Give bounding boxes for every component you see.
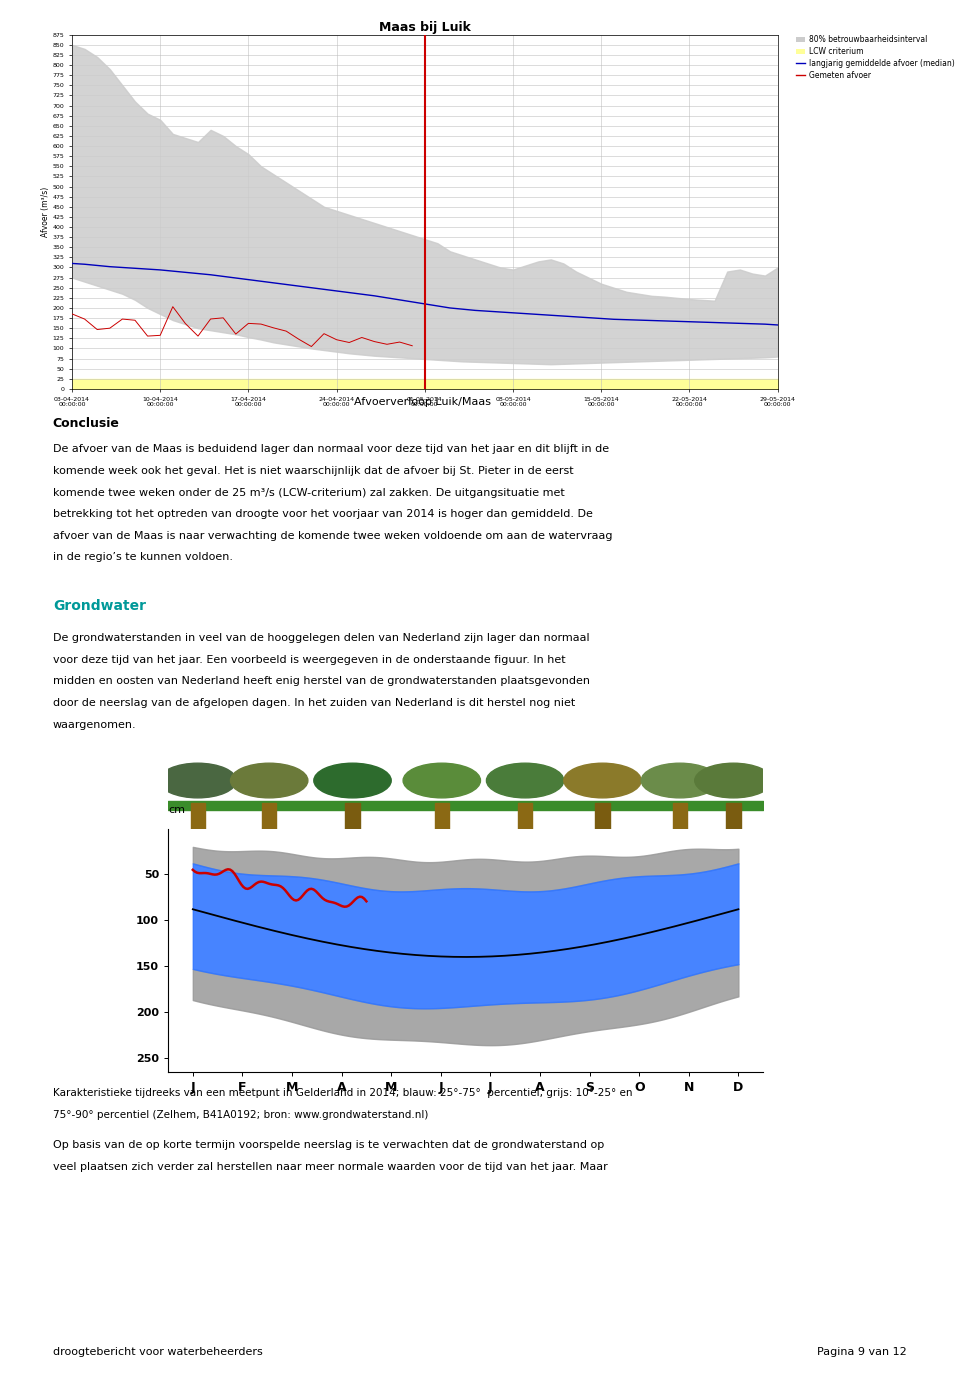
Text: Pagina 9 van 12: Pagina 9 van 12 [818,1347,907,1357]
Title: Maas bij Luik: Maas bij Luik [379,21,470,33]
Ellipse shape [230,763,308,797]
Text: waargenomen.: waargenomen. [53,720,136,729]
Text: Afvoerverloop Luik/Maas: Afvoerverloop Luik/Maas [354,397,491,407]
Ellipse shape [641,763,718,797]
Text: Op basis van de op korte termijn voorspelde neerslag is te verwachten dat de gro: Op basis van de op korte termijn voorspe… [53,1140,604,1150]
Ellipse shape [564,763,641,797]
Bar [435,803,449,828]
Bar [595,803,610,828]
Ellipse shape [314,763,391,797]
Bar [346,803,360,828]
Y-axis label: Afvoer (m³/s): Afvoer (m³/s) [40,186,50,238]
Text: Karakteristieke tijdreeks van een meetpunt in Gelderland in 2014; blauw: 25°-75°: Karakteristieke tijdreeks van een meetpu… [53,1088,633,1099]
Text: Conclusie: Conclusie [53,417,120,429]
Text: 75°-90° percentiel (Zelhem, B41A0192; bron: www.grondwaterstand.nl): 75°-90° percentiel (Zelhem, B41A0192; br… [53,1110,428,1120]
Legend: 80% betrouwbaarheidsinterval, LCW criterium, langjarig gemiddelde afvoer (median: 80% betrouwbaarheidsinterval, LCW criter… [796,35,954,81]
Ellipse shape [487,763,564,797]
Bar [191,803,204,828]
Text: komende week ook het geval. Het is niet waarschijnlijk dat de afvoer bij St. Pie: komende week ook het geval. Het is niet … [53,467,573,476]
Text: komende twee weken onder de 25 m³/s (LCW-criterium) zal zakken. De uitgangsituat: komende twee weken onder de 25 m³/s (LCW… [53,488,564,497]
Ellipse shape [403,763,480,797]
Text: cm: cm [168,804,185,815]
Text: door de neerslag van de afgelopen dagen. In het zuiden van Nederland is dit hers: door de neerslag van de afgelopen dagen.… [53,697,575,708]
Text: droogtebericht voor waterbeheerders: droogtebericht voor waterbeheerders [53,1347,262,1357]
Text: veel plaatsen zich verder zal herstellen naar meer normale waarden voor de tijd : veel plaatsen zich verder zal herstellen… [53,1161,608,1172]
Text: midden en oosten van Nederland heeft enig herstel van de grondwaterstanden plaat: midden en oosten van Nederland heeft eni… [53,676,589,686]
Text: betrekking tot het optreden van droogte voor het voorjaar van 2014 is hoger dan : betrekking tot het optreden van droogte … [53,508,592,519]
Text: De afvoer van de Maas is beduidend lager dan normaal voor deze tijd van het jaar: De afvoer van de Maas is beduidend lager… [53,444,609,454]
Bar [262,803,276,828]
Bar [518,803,532,828]
Bar [727,803,740,828]
Text: afvoer van de Maas is naar verwachting de komende twee weken voldoende om aan de: afvoer van de Maas is naar verwachting d… [53,531,612,540]
Text: in de regio’s te kunnen voldoen.: in de regio’s te kunnen voldoen. [53,551,233,563]
Ellipse shape [159,763,236,797]
Text: voor deze tijd van het jaar. Een voorbeeld is weergegeven in de onderstaande fig: voor deze tijd van het jaar. Een voorbee… [53,654,565,665]
Text: De grondwaterstanden in veel van de hooggelegen delen van Nederland zijn lager d: De grondwaterstanden in veel van de hoog… [53,633,589,643]
Bar [673,803,687,828]
Text: Grondwater: Grondwater [53,599,146,613]
Ellipse shape [695,763,772,797]
